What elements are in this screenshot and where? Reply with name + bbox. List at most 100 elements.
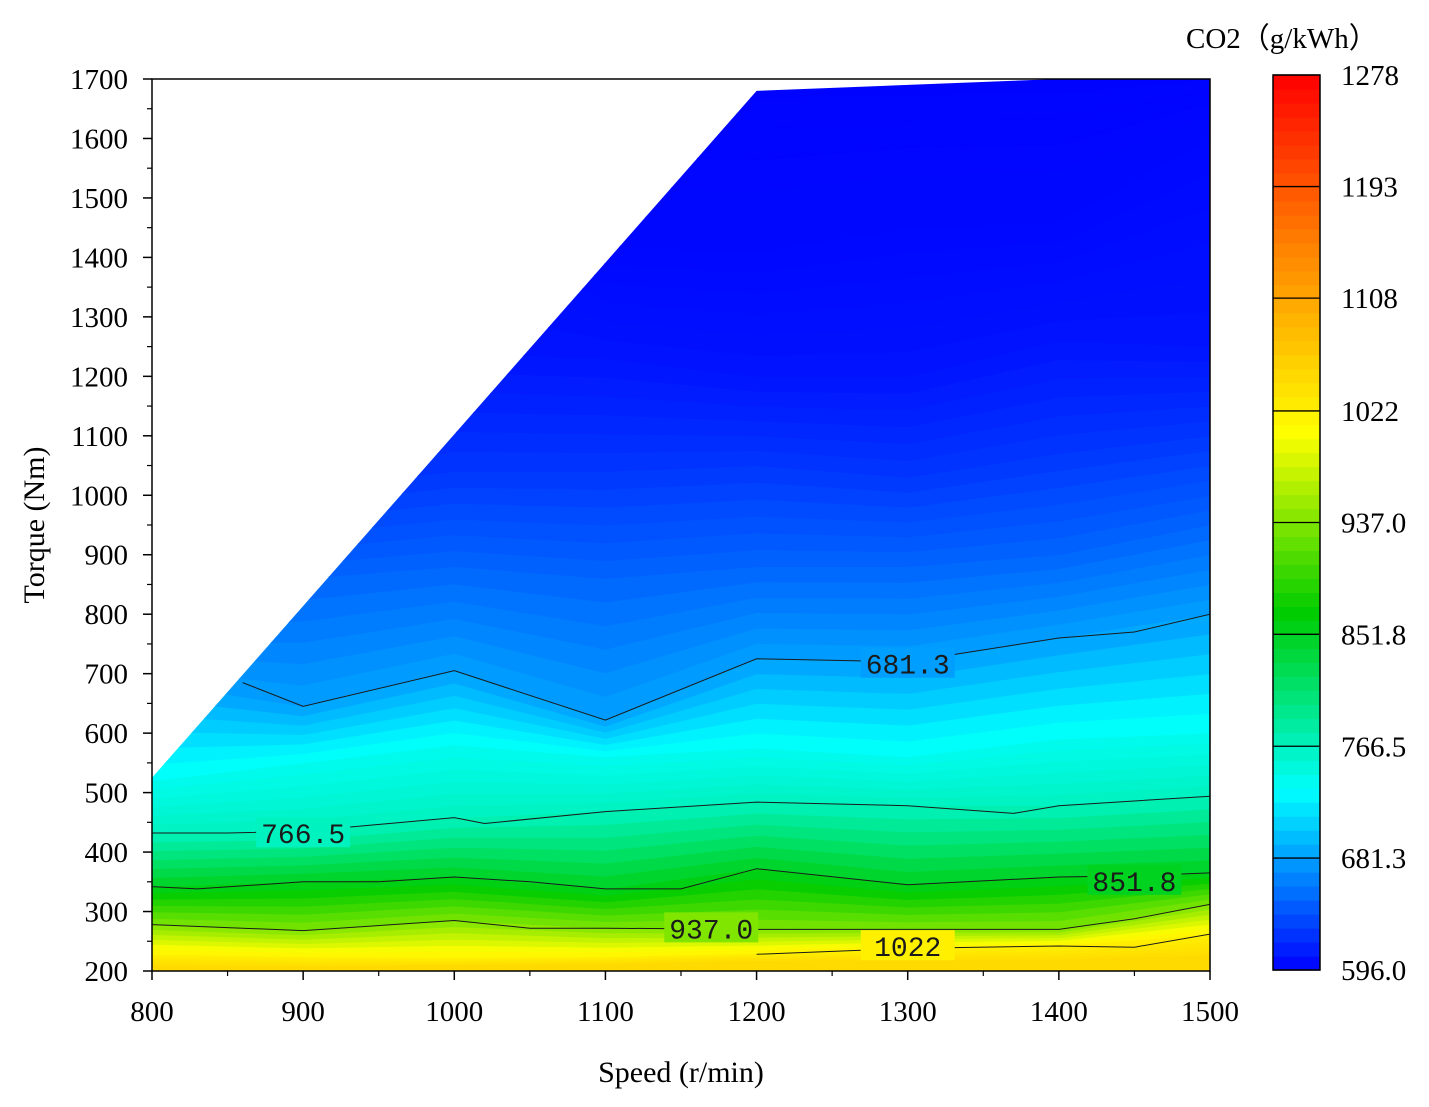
contour-band xyxy=(152,79,1210,99)
colorbar-band xyxy=(1273,872,1320,887)
y-tick-label: 1500 xyxy=(70,183,128,215)
y-tick-label: 1200 xyxy=(70,361,128,393)
colorbar-tick-label: 596.0 xyxy=(1341,955,1406,987)
y-axis-title: Torque (Nm) xyxy=(18,446,51,603)
y-tick-label: 600 xyxy=(85,718,129,750)
colorbar-band xyxy=(1273,648,1320,663)
contour-label-bg xyxy=(1087,864,1182,895)
colorbar-bands xyxy=(1273,75,1320,971)
colorbar-band xyxy=(1273,368,1320,384)
contour-label: 851.8 xyxy=(1092,869,1176,900)
colorbar-band xyxy=(1273,788,1320,803)
colorbar-band xyxy=(1273,928,1320,943)
colorbar-tick-label: 1022 xyxy=(1341,396,1399,428)
colorbar-band xyxy=(1273,942,1320,957)
colorbar-band xyxy=(1273,466,1320,482)
colorbar-band xyxy=(1273,130,1320,146)
colorbar-band xyxy=(1273,102,1320,118)
colorbar-band xyxy=(1273,956,1320,971)
colorbar-band xyxy=(1273,844,1320,859)
contour-line xyxy=(756,933,1210,955)
colorbar-band xyxy=(1273,326,1320,342)
colorbar-band xyxy=(1273,802,1320,817)
colorbar-band xyxy=(1273,480,1320,496)
colorbar-band xyxy=(1273,564,1320,580)
x-tick-label: 1100 xyxy=(577,996,634,1028)
y-tick-label: 1100 xyxy=(71,421,128,453)
y-tick-label: 900 xyxy=(85,540,129,572)
colorbar-band xyxy=(1273,200,1320,216)
colorbar-band xyxy=(1273,508,1320,524)
colorbar-tick-label: 1278 xyxy=(1341,60,1399,92)
y-tick-label: 200 xyxy=(85,956,129,988)
colorbar-band xyxy=(1273,298,1320,314)
contour-label-bg xyxy=(860,930,955,961)
colorbar-title: CO2（g/kWh） xyxy=(1186,23,1378,55)
x-tick-label: 1400 xyxy=(1030,996,1088,1028)
colorbar-band xyxy=(1273,75,1320,90)
contour-label-bg xyxy=(860,647,955,678)
colorbar-band xyxy=(1273,592,1320,608)
contour-label-bg xyxy=(256,817,351,848)
x-tick-label: 1200 xyxy=(728,996,786,1028)
colorbar-band xyxy=(1273,536,1320,552)
y-tick-label: 1400 xyxy=(70,242,128,274)
x-tick-label: 900 xyxy=(281,996,325,1028)
contour-label: 1022 xyxy=(874,934,941,965)
colorbar: 1278 1193 1108 1022 937.0 851.8 766.5 681.3 596.… xyxy=(1186,23,1406,987)
colorbar-band xyxy=(1273,354,1320,370)
colorbar-band xyxy=(1273,256,1320,272)
x-tick-label: 1300 xyxy=(879,996,937,1028)
colorbar-band xyxy=(1273,900,1320,915)
colorbar-band xyxy=(1273,340,1320,356)
colorbar-band xyxy=(1273,550,1320,566)
y-tick-label: 700 xyxy=(85,659,129,691)
colorbar-band xyxy=(1273,116,1320,132)
colorbar-band xyxy=(1273,704,1320,719)
colorbar-band xyxy=(1273,452,1320,468)
colorbar-band xyxy=(1273,158,1320,174)
colorbar-band xyxy=(1273,242,1320,258)
colorbar-band xyxy=(1273,774,1320,789)
colorbar-ticks: 1278 1193 1108 1022 937.0 851.8 766.5 681.3 596.… xyxy=(1273,60,1406,987)
colorbar-band xyxy=(1273,606,1320,621)
contour-label-bg xyxy=(664,912,759,943)
colorbar-band xyxy=(1273,634,1320,649)
colorbar-band xyxy=(1273,522,1320,538)
colorbar-band xyxy=(1273,270,1320,286)
y-tick-label: 400 xyxy=(85,837,129,869)
contour-labels: 1022 937.0 851.8 766.5 681.3 xyxy=(256,647,1182,965)
colorbar-band xyxy=(1273,172,1320,188)
colorbar-tick-label: 1193 xyxy=(1341,172,1398,204)
x-tick-label: 1000 xyxy=(425,996,483,1028)
colorbar-band xyxy=(1273,760,1320,775)
y-tick-label: 1000 xyxy=(70,480,128,512)
colorbar-band xyxy=(1273,914,1320,929)
colorbar-band xyxy=(1273,228,1320,244)
colorbar-tick-label: 851.8 xyxy=(1341,619,1406,651)
x-tick-label: 800 xyxy=(130,996,174,1028)
colorbar-band xyxy=(1273,214,1320,230)
colorbar-band xyxy=(1273,88,1320,104)
y-tick-label: 1300 xyxy=(70,302,128,334)
colorbar-band xyxy=(1273,312,1320,328)
x-axis: 800 900 1000 1100 1200 1300 1400 1500 xyxy=(130,971,1239,1028)
colorbar-band xyxy=(1273,382,1320,398)
colorbar-tick-label: 766.5 xyxy=(1341,731,1406,763)
colorbar-band xyxy=(1273,144,1320,160)
x-tick-label: 1500 xyxy=(1181,996,1239,1028)
colorbar-band xyxy=(1273,186,1320,202)
colorbar-tick-label: 937.0 xyxy=(1341,508,1406,540)
colorbar-band xyxy=(1273,732,1320,747)
colorbar-band xyxy=(1273,662,1320,677)
y-tick-label: 300 xyxy=(85,897,129,929)
contour-label: 681.3 xyxy=(866,652,950,683)
colorbar-band xyxy=(1273,858,1320,873)
colorbar-band xyxy=(1273,620,1320,635)
colorbar-band xyxy=(1273,816,1320,831)
colorbar-band xyxy=(1273,284,1320,300)
colorbar-band xyxy=(1273,690,1320,705)
colorbar-band xyxy=(1273,494,1320,510)
colorbar-band xyxy=(1273,676,1320,691)
